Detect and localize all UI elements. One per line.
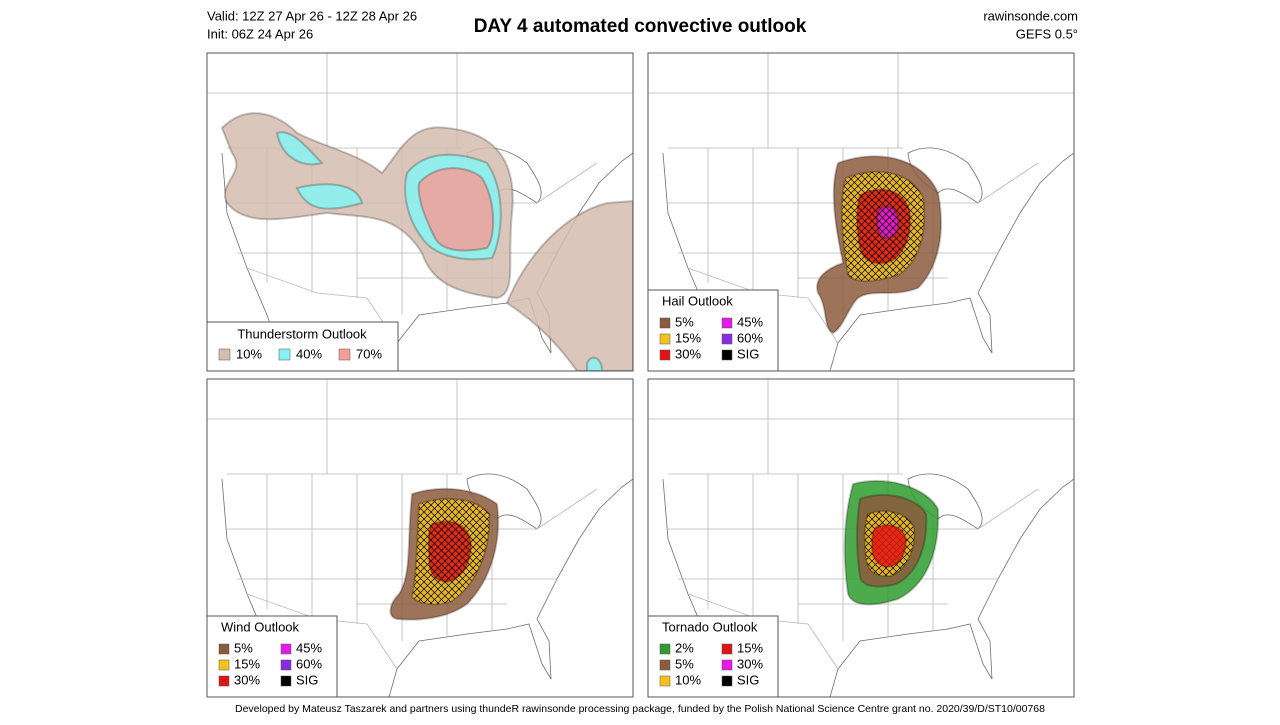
legend-label: 40% — [296, 346, 322, 361]
legend-label: 5% — [234, 640, 253, 655]
legend-swatch — [721, 333, 733, 345]
legend-swatch — [218, 348, 231, 361]
map-panel: Hail Outlook 5%15%30% 45%60%SIG — [647, 52, 1075, 372]
source: rawinsonde.com — [983, 8, 1078, 23]
map-panel: Thunderstorm Outlook 10% 40% 70% — [206, 52, 634, 372]
footer: Developed by Mateusz Taszarek and partne… — [235, 703, 1045, 715]
legend-swatch — [280, 643, 292, 655]
legend-title: Hail Outlook — [662, 293, 733, 308]
legend-swatch — [338, 348, 351, 361]
panel-border — [647, 378, 1075, 698]
legend-swatch — [280, 675, 292, 687]
outlook-area — [295, 183, 364, 210]
legend-label: 15% — [234, 656, 260, 671]
legend-label: 15% — [737, 640, 763, 655]
legend-swatch — [278, 348, 291, 361]
legend-label: 10% — [236, 346, 262, 361]
legend-label: 5% — [675, 314, 694, 329]
legend-label: 30% — [675, 346, 701, 361]
legend-swatch — [218, 643, 230, 655]
legend-label: 30% — [234, 672, 260, 687]
legend-title: Thunderstorm Outlook — [237, 326, 367, 341]
legend-label: 30% — [737, 656, 763, 671]
valid-time: Valid: 12Z 27 Apr 26 - 12Z 28 Apr 26 — [207, 8, 417, 23]
legend-swatch — [659, 333, 671, 345]
legend-label: 70% — [356, 346, 382, 361]
legend-label: 15% — [675, 330, 701, 345]
legend-label: 45% — [737, 314, 763, 329]
legend-swatch — [659, 349, 671, 361]
sig-hatch — [428, 521, 471, 582]
legend-label: SIG — [737, 346, 759, 361]
outlook-area — [870, 524, 908, 569]
map-panel: Wind Outlook 5%15%30% 45%60%SIG — [206, 378, 634, 698]
map-panel: Tornado Outlook 2%5%10% 15%30%SIG — [647, 378, 1075, 698]
panel-border — [206, 378, 634, 698]
outlook-area — [586, 356, 604, 371]
legend-label: 10% — [675, 672, 701, 687]
legend-swatch — [218, 675, 230, 687]
legend-swatch — [721, 643, 733, 655]
legend-swatch — [721, 349, 733, 361]
legend-swatch — [659, 659, 671, 671]
legend-label: 5% — [675, 656, 694, 671]
legend-box — [206, 321, 399, 372]
legend-label: SIG — [296, 672, 318, 687]
init-time: Init: 06Z 24 Apr 26 — [207, 26, 313, 41]
model: GEFS 0.5° — [1016, 26, 1078, 41]
legend-label: 60% — [737, 330, 763, 345]
legend-swatch — [721, 317, 733, 329]
legend-swatch — [721, 675, 733, 687]
legend-label: 2% — [675, 640, 694, 655]
sig-hatch — [877, 206, 899, 239]
legend-title: Tornado Outlook — [662, 619, 758, 634]
legend-swatch — [218, 659, 230, 671]
legend-label: SIG — [737, 672, 759, 687]
panel-border — [647, 52, 1075, 372]
legend-title: Wind Outlook — [221, 619, 300, 634]
legend-label: 45% — [296, 640, 322, 655]
outlook-area — [505, 199, 633, 371]
main-title: DAY 4 automated convective outlook — [474, 16, 807, 37]
legend-swatch — [280, 659, 292, 671]
legend-label: 60% — [296, 656, 322, 671]
legend-swatch — [721, 659, 733, 671]
outlook-area — [275, 131, 324, 166]
panel-border — [206, 52, 634, 372]
legend-swatch — [659, 317, 671, 329]
legend-swatch — [659, 643, 671, 655]
legend-swatch — [659, 675, 671, 687]
outlook-area — [417, 167, 495, 252]
